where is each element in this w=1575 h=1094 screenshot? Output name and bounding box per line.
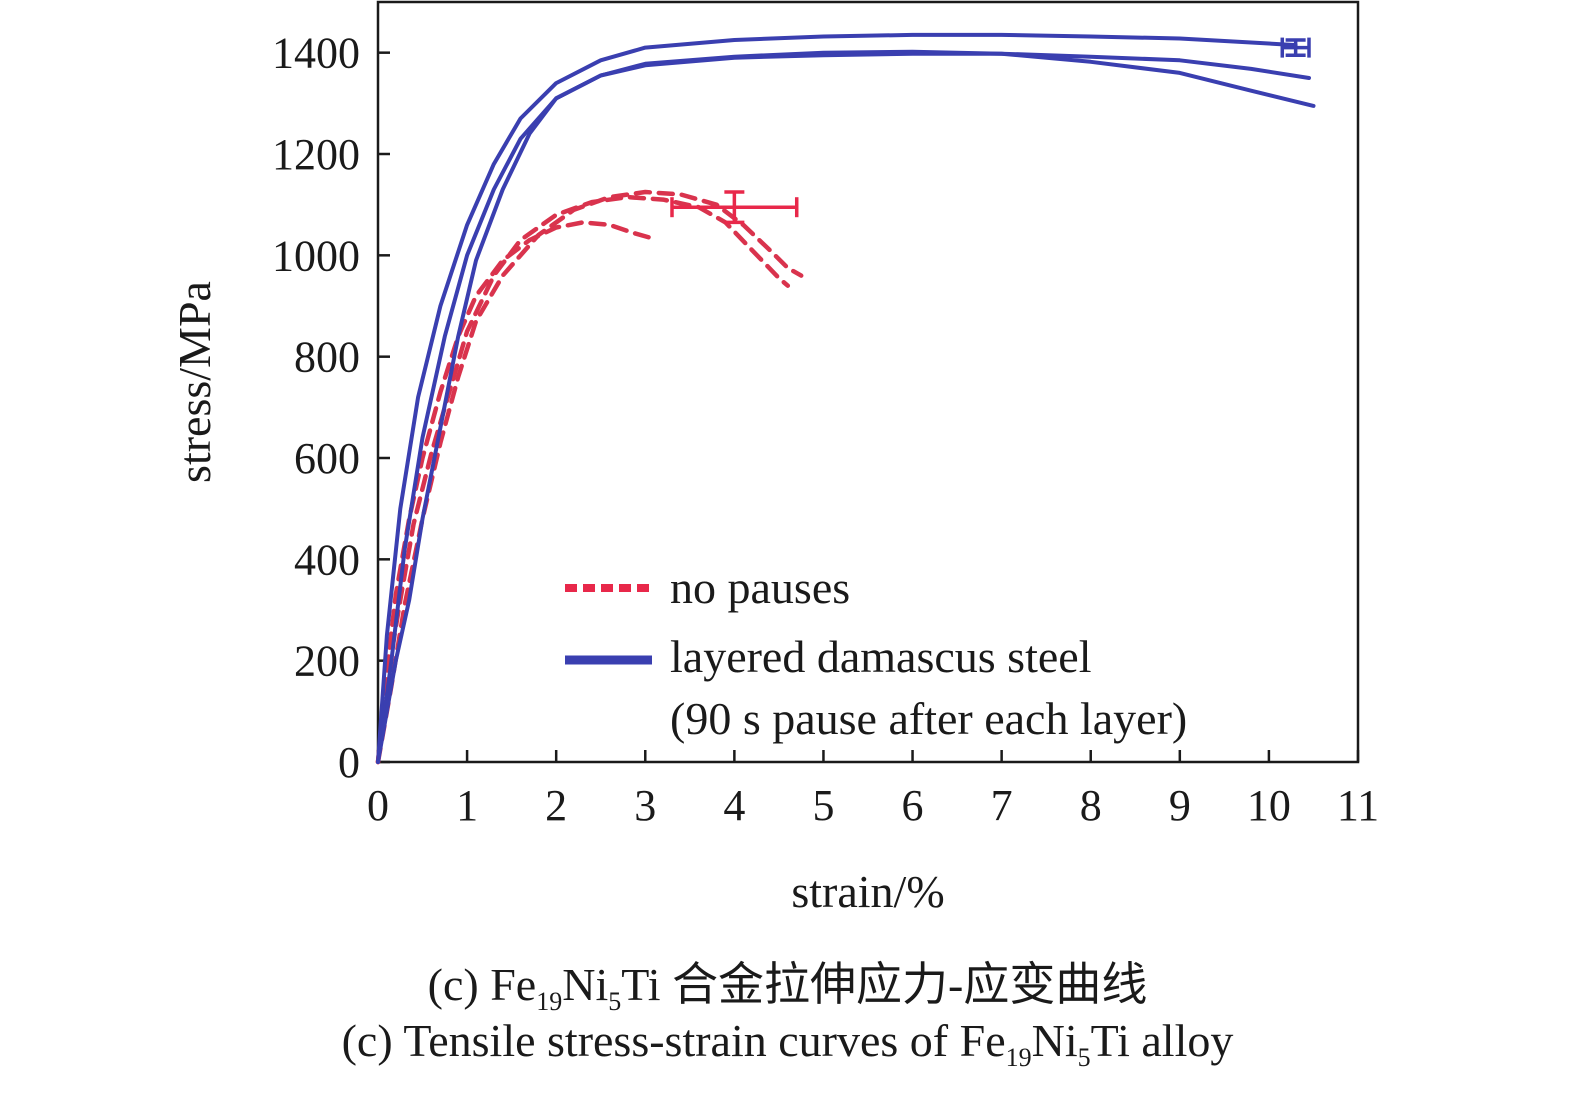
series-group [375,32,1316,765]
x-tick-label-11: 11 [1337,781,1379,830]
x-tick-label-6: 6 [902,781,924,830]
y-axis-title: stress/MPa [169,281,220,483]
caption-en-sub2: 5 [1077,1043,1091,1073]
series-no-pauses-0 [375,220,652,765]
caption-en-sub1: 19 [1005,1043,1032,1073]
caption-cn-prefix: (c) Fe [427,959,537,1010]
series-layered-5 [376,49,1316,764]
x-tick-label-2: 2 [545,781,567,830]
x-tick-label-7: 7 [991,781,1013,830]
legend-label-layered: layered damascus steel [670,631,1091,682]
x-axis-title: strain/% [791,866,944,917]
x-tick-label-3: 3 [634,781,656,830]
x-tick-label-8: 8 [1080,781,1102,830]
caption-en-mid: Ni [1031,1015,1078,1066]
caption-english: (c) Tensile stress-strain curves of Fe19… [0,1014,1575,1073]
plot-frame [376,0,1360,764]
y-tick-label-1: 200 [294,637,360,686]
y-tick-label-5: 1000 [272,231,360,280]
y-tick-label-6: 1200 [272,130,360,179]
x-tick-label-1: 1 [456,781,478,830]
legend-label-layered-line2: (90 s pause after each layer) [670,693,1187,744]
axes: 0 1 2 3 4 5 6 7 8 9 10 11 0 200 400 600 800 1000 1200 1400 [272,29,1379,830]
series-no-pauses-1 [375,194,791,765]
legend: no pauses layered damascus steel (90 s p… [565,562,1187,744]
caption-en-suffix: Ti alloy [1090,1015,1234,1066]
stress-strain-chart: 0 1 2 3 4 5 6 7 8 9 10 110200400600800100012001400 … [169,0,1379,917]
caption-cn-suffix: Ti 合金拉伸应力-应变曲线 [621,959,1148,1010]
y-tick-label-0: 0 [338,738,360,787]
y-tick-label-2: 400 [294,535,360,584]
y-tick-label-4: 800 [294,333,360,382]
x-tick-label-4: 4 [723,781,745,830]
x-tick-label-5: 5 [812,781,834,830]
caption-cn-sub1: 19 [536,987,563,1017]
error-bar-1 [1280,37,1311,58]
caption-chinese: (c) Fe19Ni5Ti 合金拉伸应力-应变曲线 [0,948,1575,1017]
caption-en-prefix: (c) Tensile stress-strain curves of Fe [341,1015,1006,1066]
caption-cn-sub2: 5 [608,987,622,1017]
x-tick-label-9: 9 [1169,781,1191,830]
error-bars [670,37,1311,225]
x-tick-label-0: 0 [367,781,389,830]
y-tick-label-7: 1400 [272,29,360,78]
error-bar-0 [670,190,799,225]
x-tick-label-10: 10 [1247,781,1291,830]
series-layered-3 [376,32,1298,764]
y-tick-label-3: 600 [294,434,360,483]
caption-cn-mid: Ni [562,959,609,1010]
legend-label-no-pauses: no pauses [670,562,850,613]
